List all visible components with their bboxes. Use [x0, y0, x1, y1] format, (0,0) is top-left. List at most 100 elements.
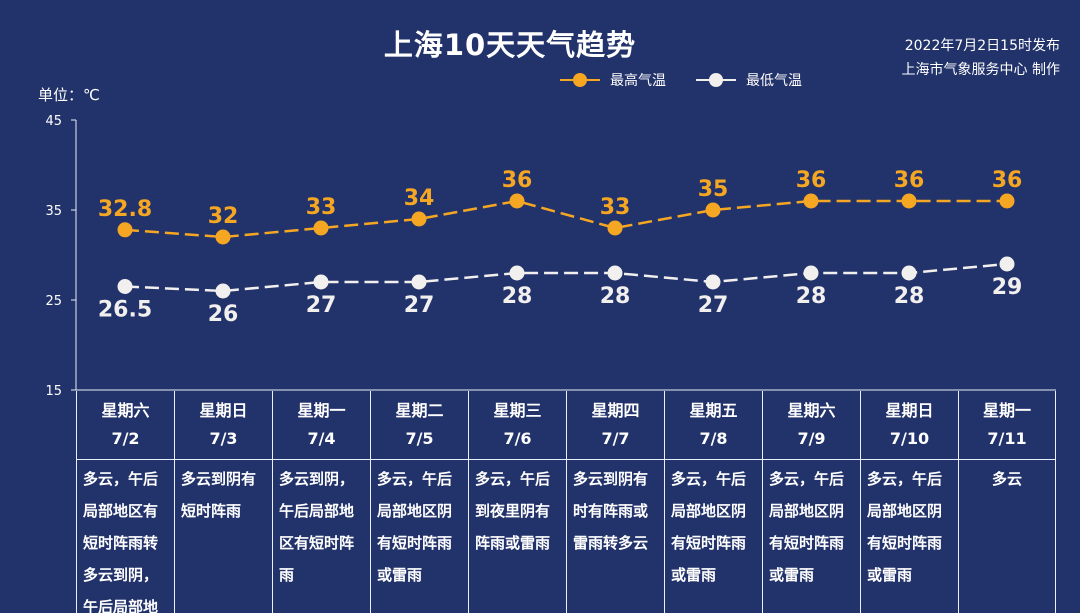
issue-time: 2022年7月2日15时发布 — [904, 38, 1060, 54]
low-temperature-line — [124, 262, 1008, 293]
weekday-label: 星期六 — [101, 401, 150, 420]
low-temperature-label: 28 — [796, 284, 827, 309]
low-temperature-label: 26 — [208, 302, 239, 327]
day-header: 星期日 7/10 — [861, 391, 958, 460]
high-temperature-label: 32.8 — [98, 197, 152, 222]
legend-item-high: 最高气温 — [560, 70, 666, 90]
weather-description: 多云到阴有时有阵雨或雷雨转多云 — [573, 470, 649, 552]
weekday-label: 星期一 — [297, 401, 346, 420]
weather-description: 多云，午后局部地区阴有短时阵雨或雷雨 — [671, 470, 747, 584]
weather-description: 多云，午后局部地区阴有短时阵雨或雷雨 — [377, 470, 453, 584]
low-temperature-point — [607, 265, 623, 281]
y-tick-label: 25 — [45, 294, 62, 309]
high-temperature-label: 32 — [208, 204, 239, 229]
high-temperature-label: 36 — [894, 168, 925, 193]
legend-swatch-high — [560, 72, 600, 88]
low-temperature-label: 27 — [306, 293, 337, 318]
day-column: 星期日 7/3 多云到阴有短时阵雨 — [174, 391, 272, 613]
weekday-label: 星期三 — [493, 401, 542, 420]
weekday-label: 星期四 — [591, 401, 640, 420]
date-label: 7/7 — [601, 429, 630, 448]
low-temperature-label: 28 — [502, 284, 533, 309]
high-temperature-point — [117, 222, 133, 238]
weekday-label: 星期五 — [689, 401, 738, 420]
day-header: 星期一 7/11 — [959, 391, 1055, 460]
low-temperature-label: 27 — [404, 293, 435, 318]
high-temperature-point — [215, 229, 231, 245]
high-temperature-line — [124, 199, 1007, 239]
legend-label-low: 最低气温 — [746, 73, 802, 89]
weekday-label: 星期日 — [199, 401, 248, 420]
day-header: 星期六 7/2 — [77, 391, 174, 460]
high-temperature-point — [705, 202, 721, 218]
low-temperature-label: 29 — [992, 275, 1023, 300]
date-label: 7/3 — [209, 429, 238, 448]
high-temperature-label: 35 — [698, 177, 729, 202]
day-header: 星期三 7/6 — [469, 391, 566, 460]
low-temperature-label: 28 — [600, 284, 631, 309]
high-temperature-point — [999, 193, 1015, 209]
day-column: 星期二 7/5 多云，午后局部地区阴有短时阵雨或雷雨 — [370, 391, 468, 613]
legend-item-low: 最低气温 — [696, 70, 802, 90]
high-temperature-point — [607, 220, 623, 236]
y-axis-unit-label: 单位：℃ — [38, 86, 100, 104]
high-temperature-label: 33 — [600, 195, 631, 220]
chart-title: 上海10天天气趋势 — [383, 28, 637, 62]
high-temperature-label: 36 — [502, 168, 533, 193]
low-temperature-point — [215, 283, 231, 299]
weather-description: 多云，午后局部地区有短时阵雨转多云到阴，午后局部地 — [83, 470, 159, 613]
day-header: 星期一 7/4 — [273, 391, 370, 460]
day-column: 星期四 7/7 多云到阴有时有阵雨或雷雨转多云 — [566, 391, 664, 613]
day-column: 星期日 7/10 多云，午后局部地区阴有短时阵雨或雷雨 — [860, 391, 958, 613]
low-temperature-point — [313, 274, 329, 290]
high-temperature-point — [411, 211, 427, 227]
weekday-label: 星期六 — [787, 401, 836, 420]
low-temperature-point — [999, 256, 1015, 272]
date-label: 7/6 — [503, 429, 532, 448]
high-temperature-label: 33 — [306, 195, 337, 220]
date-label: 7/4 — [307, 429, 336, 448]
date-label: 7/5 — [405, 429, 434, 448]
high-temperature-point — [803, 193, 819, 209]
weather-description: 多云到阴有短时阵雨 — [181, 470, 257, 520]
date-label: 7/8 — [699, 429, 728, 448]
weather-description: 多云到阴，午后局部地区有短时阵雨 — [279, 470, 355, 584]
high-temperature-point — [313, 220, 329, 236]
issuer-info: 2022年7月2日15时发布 上海市气象服务中心 制作 — [902, 34, 1060, 82]
date-label: 7/2 — [111, 429, 140, 448]
date-label: 7/10 — [889, 429, 930, 448]
day-column: 星期六 7/2 多云，午后局部地区有短时阵雨转多云到阴，午后局部地 — [76, 391, 174, 613]
low-temperature-label: 28 — [894, 284, 925, 309]
weather-description: 多云，午后局部地区阴有短时阵雨或雷雨 — [867, 470, 943, 584]
chart-legend: 最高气温 最低气温 — [560, 70, 818, 90]
date-label: 7/9 — [797, 429, 826, 448]
day-header: 星期日 7/3 — [175, 391, 272, 460]
low-temperature-point — [901, 265, 917, 281]
low-temperature-label: 26.5 — [98, 298, 152, 323]
low-temperature-label: 27 — [698, 293, 729, 318]
low-temperature-point — [803, 265, 819, 281]
day-header: 星期五 7/8 — [665, 391, 762, 460]
day-column: 星期三 7/6 多云，午后到夜里阴有阵雨或雷雨 — [468, 391, 566, 613]
legend-label-high: 最高气温 — [610, 73, 666, 89]
day-column: 星期六 7/9 多云，午后局部地区阴有短时阵雨或雷雨 — [762, 391, 860, 613]
low-temperature-point — [509, 265, 525, 281]
high-temperature-label: 34 — [404, 186, 435, 211]
day-column: 星期五 7/8 多云，午后局部地区阴有短时阵雨或雷雨 — [664, 391, 762, 613]
legend-swatch-low — [696, 72, 736, 88]
day-column: 星期一 7/4 多云到阴，午后局部地区有短时阵雨 — [272, 391, 370, 613]
issuer-name: 上海市气象服务中心 制作 — [901, 62, 1060, 78]
day-column: 星期一 7/11 多云 — [958, 391, 1056, 613]
weekday-label: 星期一 — [982, 401, 1031, 420]
date-label: 7/11 — [987, 429, 1027, 448]
weather-description: 多云，午后局部地区阴有短时阵雨或雷雨 — [769, 470, 845, 584]
day-header: 星期二 7/5 — [371, 391, 468, 460]
temperature-chart: 15 25 35 45 32.8 32 33 34 36 33 35 36 36 36 26.5 26 27 27… — [45, 114, 1056, 399]
low-temperature-point — [705, 274, 721, 290]
y-tick-label: 15 — [45, 384, 62, 399]
weekday-label: 星期日 — [885, 401, 934, 420]
weekday-label: 星期二 — [395, 401, 444, 420]
high-temperature-point — [509, 193, 525, 209]
y-tick-label: 45 — [45, 114, 62, 129]
high-temperature-label: 36 — [992, 168, 1023, 193]
